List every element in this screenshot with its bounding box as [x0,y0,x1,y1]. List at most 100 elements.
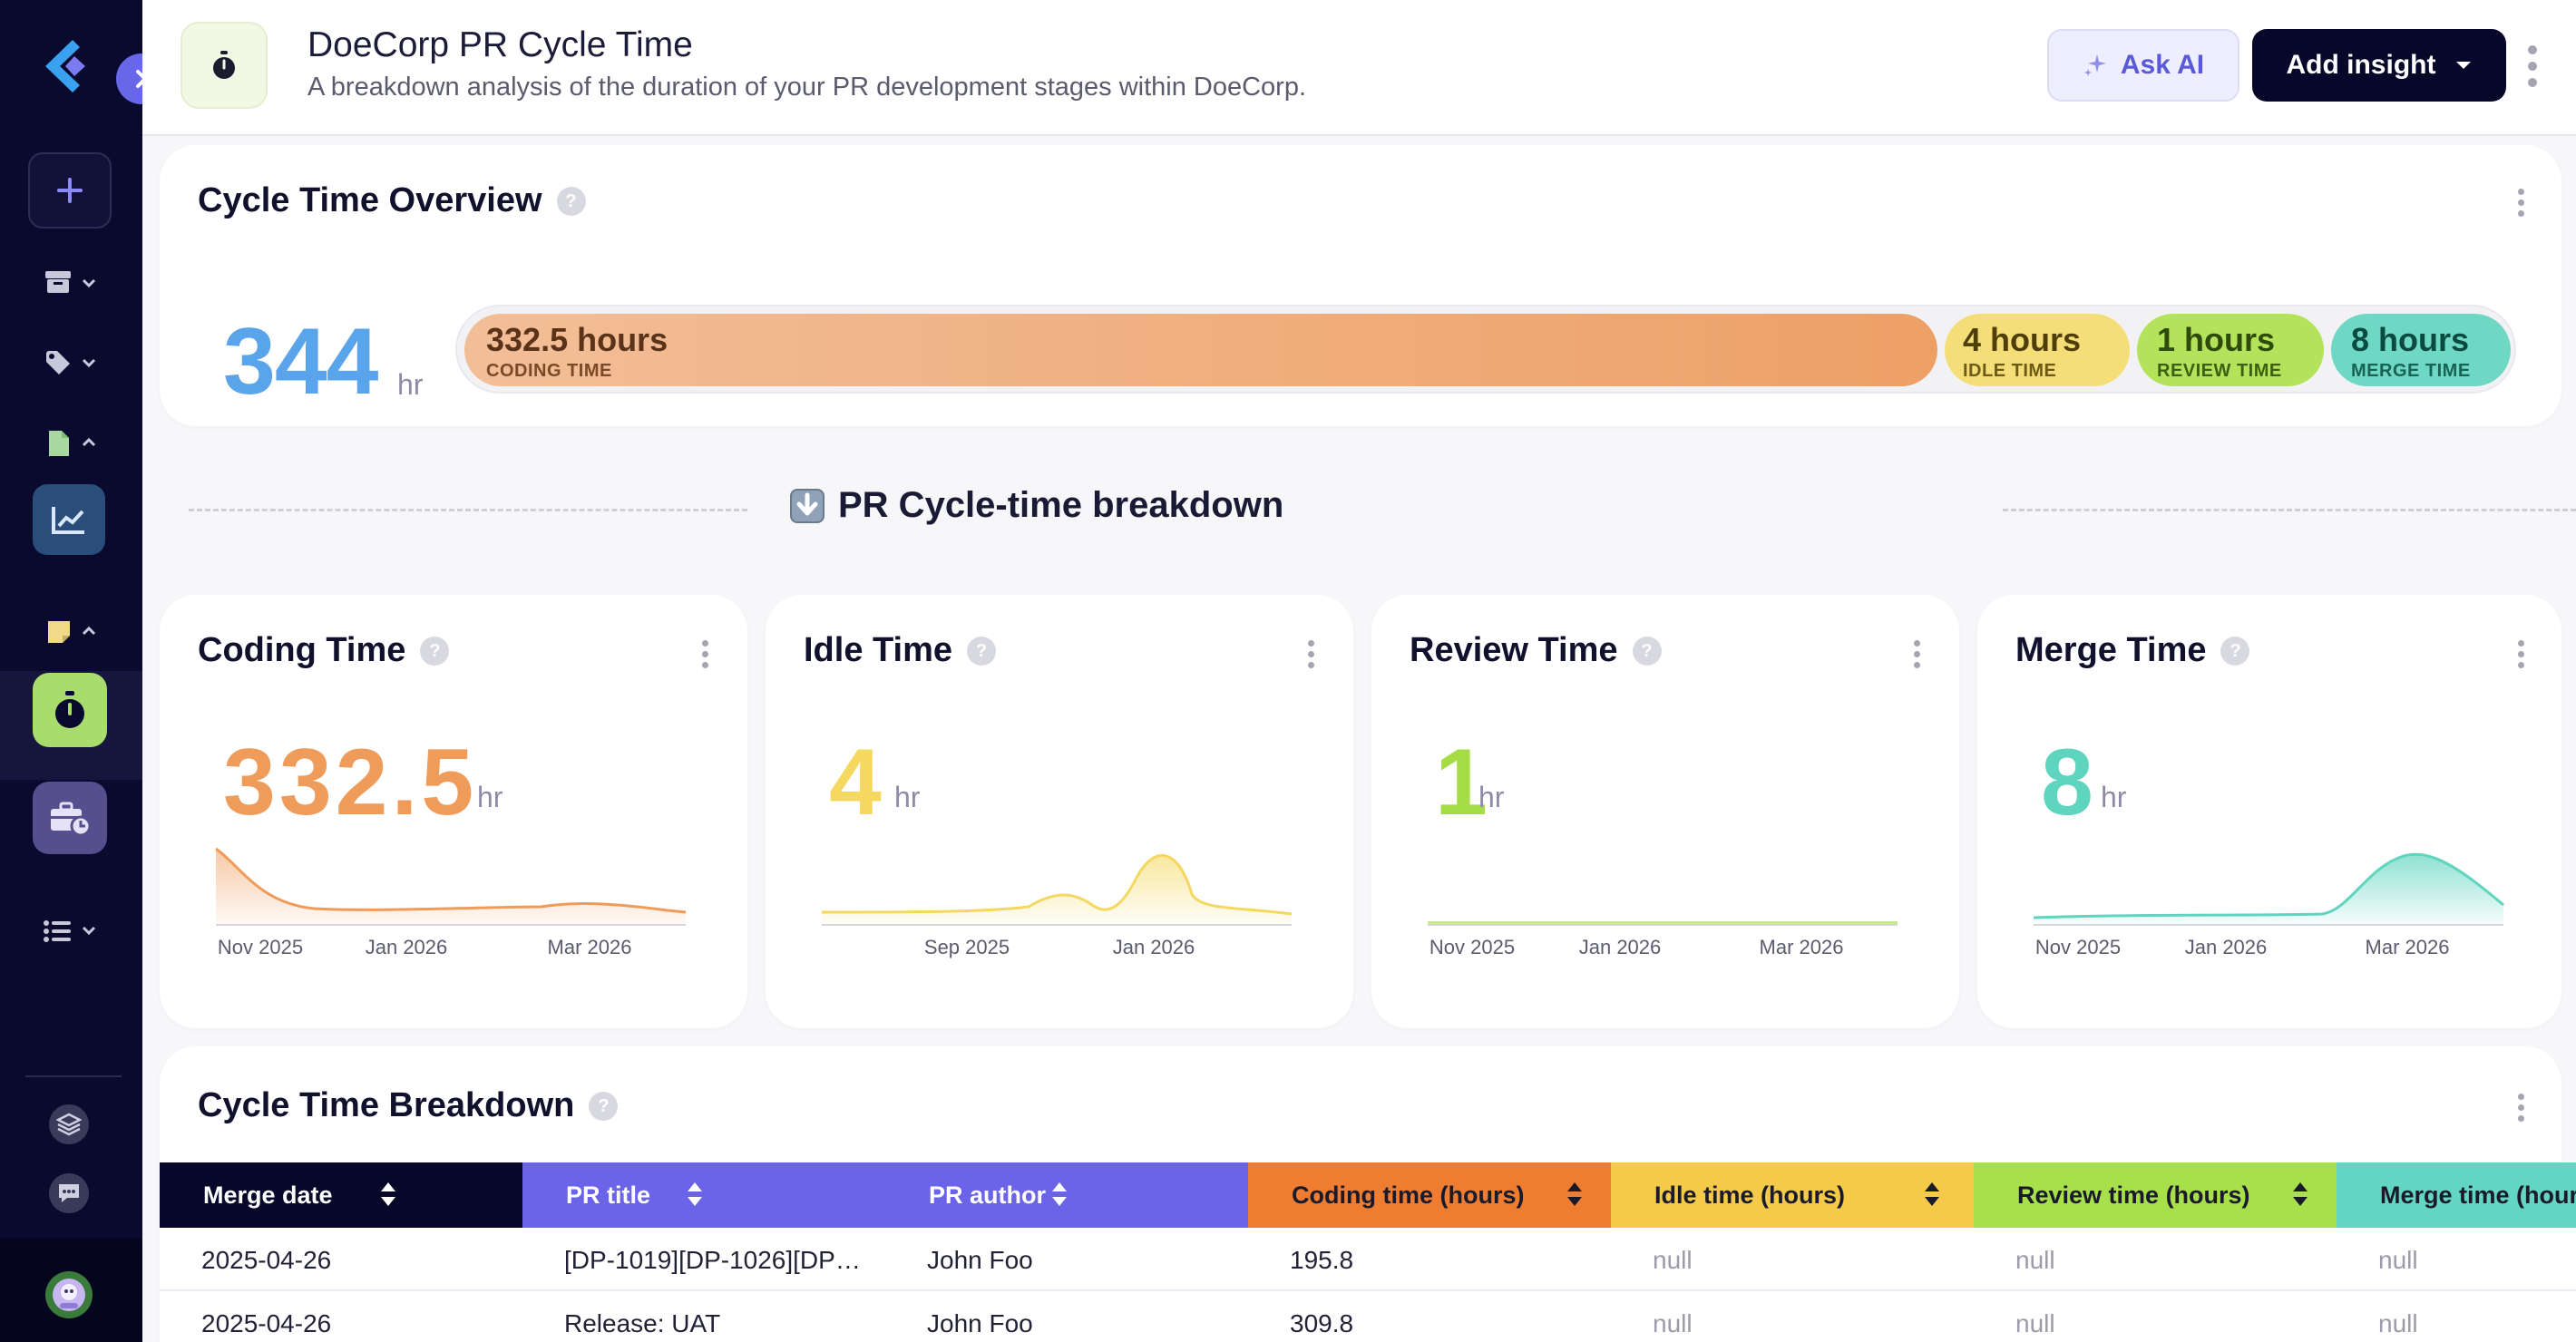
help-icon[interactable]: ? [1632,636,1662,666]
more-options-icon[interactable] [702,640,708,668]
chevron-up-icon[interactable] [82,626,96,637]
review-time-title: Review Time [1410,631,1618,669]
more-options-icon[interactable] [2518,640,2524,668]
sort-icon[interactable] [688,1182,702,1208]
add-insight-button[interactable]: Add insight [2252,29,2506,102]
chart-icon[interactable] [33,484,105,555]
segment-coding-time[interactable]: 332.5 hours CODING TIME [464,314,1937,386]
column-header-idle-time[interactable]: Idle time (hours) [1611,1162,1974,1228]
chat-icon[interactable] [49,1173,89,1213]
x-tick-label: Nov 2025 [2034,936,2122,958]
sort-icon[interactable] [1052,1182,1067,1208]
page-header: DoeCorp PR Cycle Time A breakdown analys… [142,0,2576,136]
total-cycle-time-unit: hr [397,368,424,401]
list-icon[interactable] [42,918,73,945]
column-header-merge-time[interactable]: Merge time (hours) [2337,1162,2576,1228]
stopwatch-icon [181,22,268,109]
help-icon[interactable]: ? [420,636,450,666]
breakdown-heading: PR Cycle-time breakdown [789,485,1283,526]
note-icon[interactable] [45,618,73,646]
help-icon[interactable]: ? [589,1091,619,1121]
table-row[interactable]: 2025-04-26 Release: UAT John Foo 309.8 n… [160,1291,2576,1342]
coding-time-value: 332.5 [223,730,478,835]
total-cycle-time-value: 344 [223,309,379,414]
idle-time-card: Idle Time? 4 hr Sep 2025 Jan 2026 [766,595,1353,1028]
sort-icon[interactable] [1567,1182,1582,1208]
review-time-value: 1 [1435,730,1488,835]
idle-time-title: Idle Time [804,631,953,669]
column-header-pr-author[interactable]: PR author [885,1162,1248,1228]
chevron-down-icon[interactable] [82,277,96,288]
add-insight-label: Add insight [2286,50,2436,80]
x-tick-label: Nov 2025 [217,936,304,958]
merge-time-value: 8 [2041,730,2093,835]
help-icon[interactable]: ? [967,636,997,666]
table-title: Cycle Time Breakdown [198,1086,575,1124]
x-tick-label: Nov 2025 [1429,936,1516,958]
column-header-review-time[interactable]: Review time (hours) [1974,1162,2337,1228]
chevron-down-icon[interactable] [82,925,96,936]
column-header-coding-time[interactable]: Coding time (hours) [1248,1162,1611,1228]
more-options-icon[interactable] [2528,45,2537,87]
help-icon[interactable]: ? [556,186,586,216]
divider-right [2003,509,2576,511]
merge-time-card: Merge Time? 8 hr Nov 2025 Jan 2026 Mar 2… [1977,595,2561,1028]
review-time-unit: hr [1478,781,1505,813]
sort-icon[interactable] [381,1182,395,1208]
archive-icon[interactable] [42,268,74,296]
file-icon[interactable] [45,428,73,459]
column-header-pr-title[interactable]: PR title [522,1162,885,1228]
sidebar-divider [25,1075,122,1077]
coding-time-card: Coding Time? 332.5 hr Nov 2025 Jan 2026 … [160,595,747,1028]
chevron-up-icon[interactable] [82,437,96,448]
more-options-icon[interactable] [2518,189,2524,217]
more-options-icon[interactable] [2518,1094,2524,1122]
coding-time-sparkline [215,847,687,926]
more-options-icon[interactable] [1914,640,1920,668]
layers-icon[interactable] [49,1104,89,1144]
sort-icon[interactable] [2293,1182,2308,1208]
coding-time-title: Coding Time [198,631,406,669]
x-tick-label: Jan 2026 [1578,936,1662,958]
more-options-icon[interactable] [1308,640,1314,668]
x-tick-label: Jan 2026 [2184,936,2268,958]
table-row[interactable]: 2025-04-26 [DP-1019][DP-1026][DP… John F… [160,1228,2576,1291]
briefcase-clock-icon[interactable] [33,782,107,854]
sort-icon[interactable] [1925,1182,1939,1208]
plus-icon [57,178,83,203]
breakdown-heading-text: PR Cycle-time breakdown [838,485,1284,525]
x-tick-label: Mar 2026 [1759,936,1844,958]
x-tick-label: Sep 2025 [923,936,1010,958]
column-header-merge-date[interactable]: Merge date [160,1162,522,1228]
cycle-time-overview-card: Cycle Time Overview? 344 hr 332.5 hours … [160,145,2561,426]
tag-icon[interactable] [42,348,74,377]
x-tick-label: Jan 2026 [1112,936,1195,958]
help-icon[interactable]: ? [2220,636,2250,666]
ask-ai-label: Ask AI [2120,50,2205,80]
coding-time-unit: hr [477,781,503,813]
sparkle-icon [2083,54,2106,76]
idle-time-value: 4 [829,730,882,835]
divider-left [189,509,747,511]
segment-merge-time[interactable]: 8 hours MERGE TIME [2331,314,2511,386]
create-button[interactable] [28,152,112,229]
cycle-time-segment-bar: 332.5 hours CODING TIME 4 hours IDLE TIM… [455,305,2516,394]
overview-title: Cycle Time Overview [198,181,542,219]
chevron-down-icon[interactable] [82,357,96,368]
ask-ai-button[interactable]: Ask AI [2047,29,2239,102]
segment-review-time[interactable]: 1 hours REVIEW TIME [2137,314,2324,386]
merge-time-unit: hr [2101,781,2127,813]
logo-icon[interactable] [36,34,100,98]
page-subtitle: A breakdown analysis of the duration of … [307,73,1307,102]
idle-time-unit: hr [894,781,921,813]
x-tick-label: Mar 2026 [2365,936,2450,958]
sidebar [0,0,142,1342]
down-arrow-icon [790,488,825,523]
segment-idle-time[interactable]: 4 hours IDLE TIME [1945,314,2130,386]
review-time-card: Review Time? 1 hr Nov 2025 Jan 2026 Mar … [1371,595,1959,1028]
x-tick-label: Jan 2026 [365,936,448,958]
review-time-sparkline [1428,921,1898,926]
stopwatch-icon[interactable] [33,673,107,747]
avatar[interactable] [45,1271,93,1318]
idle-time-sparkline [821,854,1293,926]
